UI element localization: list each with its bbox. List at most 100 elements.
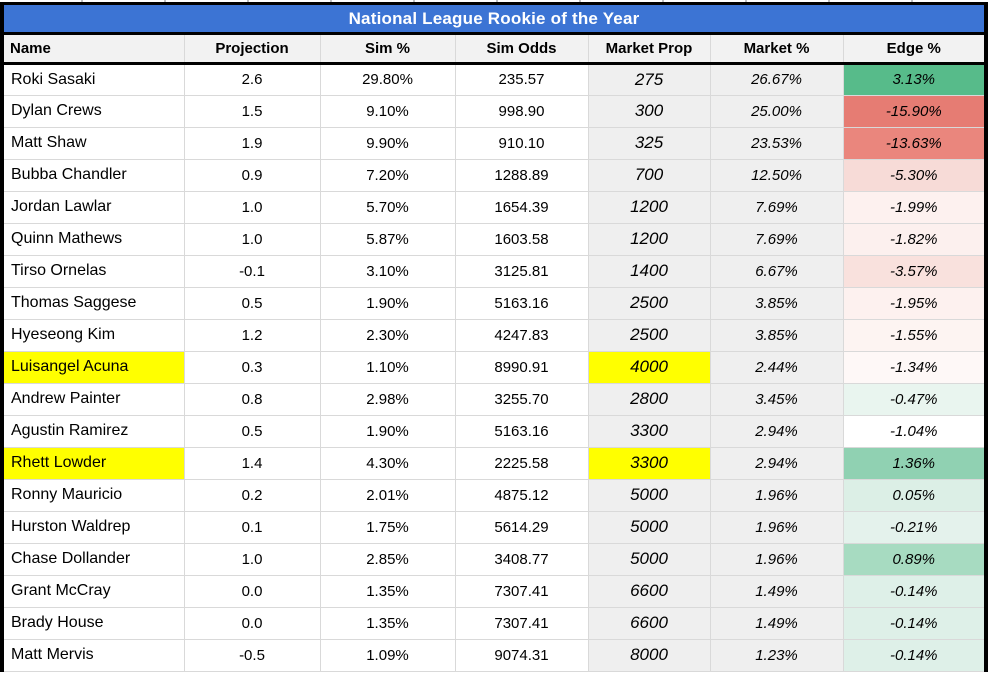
cell-name[interactable]: Andrew Painter [4, 383, 185, 416]
cell-name[interactable]: Matt Mervis [4, 639, 185, 672]
cell-edge-pct[interactable]: -1.04% [843, 415, 984, 448]
cell-sim-pct[interactable]: 3.10% [320, 255, 456, 288]
cell-market-prop[interactable]: 1200 [588, 191, 711, 224]
cell-projection[interactable]: 0.3 [184, 351, 321, 384]
cell-market-pct[interactable]: 3.45% [710, 383, 844, 416]
cell-edge-pct[interactable]: -0.47% [843, 383, 984, 416]
cell-edge-pct[interactable]: -3.57% [843, 255, 984, 288]
cell-market-prop[interactable]: 2800 [588, 383, 711, 416]
cell-sim-pct[interactable]: 1.90% [320, 415, 456, 448]
cell-sim-odds[interactable]: 7307.41 [455, 575, 589, 608]
cell-edge-pct[interactable]: -0.14% [843, 607, 984, 640]
cell-sim-pct[interactable]: 2.98% [320, 383, 456, 416]
cell-name[interactable]: Agustin Ramirez [4, 415, 185, 448]
cell-name[interactable]: Hyeseong Kim [4, 319, 185, 352]
cell-name[interactable]: Grant McCray [4, 575, 185, 608]
cell-projection[interactable]: 0.0 [184, 575, 321, 608]
cell-projection[interactable]: 1.2 [184, 319, 321, 352]
cell-sim-pct[interactable]: 9.10% [320, 95, 456, 128]
cell-sim-pct[interactable]: 2.30% [320, 319, 456, 352]
cell-edge-pct[interactable]: -0.14% [843, 639, 984, 672]
header-edge-pct[interactable]: Edge % [843, 35, 984, 65]
cell-market-pct[interactable]: 12.50% [710, 159, 844, 192]
cell-sim-odds[interactable]: 4875.12 [455, 479, 589, 512]
cell-name[interactable]: Hurston Waldrep [4, 511, 185, 544]
cell-projection[interactable]: 0.1 [184, 511, 321, 544]
cell-market-prop[interactable]: 3300 [588, 447, 711, 480]
cell-edge-pct[interactable]: 0.05% [843, 479, 984, 512]
cell-projection[interactable]: 1.4 [184, 447, 321, 480]
cell-sim-odds[interactable]: 5614.29 [455, 511, 589, 544]
cell-market-pct[interactable]: 1.49% [710, 575, 844, 608]
cell-sim-pct[interactable]: 1.09% [320, 639, 456, 672]
cell-market-pct[interactable]: 1.96% [710, 543, 844, 576]
cell-market-pct[interactable]: 26.67% [710, 63, 844, 96]
cell-market-pct[interactable]: 2.94% [710, 415, 844, 448]
cell-market-pct[interactable]: 7.69% [710, 191, 844, 224]
header-name[interactable]: Name [4, 35, 185, 65]
cell-edge-pct[interactable]: -0.14% [843, 575, 984, 608]
cell-sim-pct[interactable]: 4.30% [320, 447, 456, 480]
cell-name[interactable]: Jordan Lawlar [4, 191, 185, 224]
cell-market-prop[interactable]: 275 [588, 63, 711, 96]
cell-sim-odds[interactable]: 2225.58 [455, 447, 589, 480]
cell-name[interactable]: Matt Shaw [4, 127, 185, 160]
cell-name[interactable]: Bubba Chandler [4, 159, 185, 192]
cell-projection[interactable]: 2.6 [184, 63, 321, 96]
cell-edge-pct[interactable]: -5.30% [843, 159, 984, 192]
cell-name[interactable]: Chase Dollander [4, 543, 185, 576]
cell-sim-odds[interactable]: 4247.83 [455, 319, 589, 352]
cell-sim-pct[interactable]: 5.70% [320, 191, 456, 224]
cell-sim-pct[interactable]: 5.87% [320, 223, 456, 256]
cell-market-prop[interactable]: 8000 [588, 639, 711, 672]
cell-edge-pct[interactable]: -0.21% [843, 511, 984, 544]
cell-sim-odds[interactable]: 7307.41 [455, 607, 589, 640]
cell-edge-pct[interactable]: -1.99% [843, 191, 984, 224]
cell-sim-pct[interactable]: 1.35% [320, 607, 456, 640]
cell-edge-pct[interactable]: -1.34% [843, 351, 984, 384]
cell-projection[interactable]: -0.5 [184, 639, 321, 672]
cell-sim-pct[interactable]: 29.80% [320, 63, 456, 96]
cell-market-pct[interactable]: 2.94% [710, 447, 844, 480]
cell-market-pct[interactable]: 3.85% [710, 287, 844, 320]
cell-sim-odds[interactable]: 910.10 [455, 127, 589, 160]
cell-sim-odds[interactable]: 9074.31 [455, 639, 589, 672]
cell-market-pct[interactable]: 1.23% [710, 639, 844, 672]
cell-edge-pct[interactable]: 1.36% [843, 447, 984, 480]
cell-sim-odds[interactable]: 8990.91 [455, 351, 589, 384]
cell-sim-pct[interactable]: 2.01% [320, 479, 456, 512]
cell-name[interactable]: Roki Sasaki [4, 63, 185, 96]
cell-projection[interactable]: 0.9 [184, 159, 321, 192]
cell-name[interactable]: Quinn Mathews [4, 223, 185, 256]
cell-market-prop[interactable]: 5000 [588, 479, 711, 512]
cell-sim-pct[interactable]: 1.10% [320, 351, 456, 384]
cell-market-pct[interactable]: 1.96% [710, 511, 844, 544]
cell-projection[interactable]: 1.5 [184, 95, 321, 128]
cell-sim-odds[interactable]: 1288.89 [455, 159, 589, 192]
cell-market-prop[interactable]: 5000 [588, 511, 711, 544]
cell-projection[interactable]: -0.1 [184, 255, 321, 288]
cell-sim-pct[interactable]: 7.20% [320, 159, 456, 192]
cell-market-pct[interactable]: 23.53% [710, 127, 844, 160]
cell-market-pct[interactable]: 25.00% [710, 95, 844, 128]
cell-projection[interactable]: 0.2 [184, 479, 321, 512]
cell-market-prop[interactable]: 2500 [588, 287, 711, 320]
cell-sim-odds[interactable]: 3125.81 [455, 255, 589, 288]
cell-sim-odds[interactable]: 235.57 [455, 63, 589, 96]
cell-edge-pct[interactable]: -1.95% [843, 287, 984, 320]
cell-name[interactable]: Dylan Crews [4, 95, 185, 128]
cell-sim-pct[interactable]: 1.90% [320, 287, 456, 320]
cell-projection[interactable]: 1.0 [184, 543, 321, 576]
cell-market-prop[interactable]: 6600 [588, 575, 711, 608]
cell-name[interactable]: Brady House [4, 607, 185, 640]
cell-name[interactable]: Tirso Ornelas [4, 255, 185, 288]
cell-projection[interactable]: 0.0 [184, 607, 321, 640]
header-market-prop[interactable]: Market Prop [588, 35, 711, 65]
cell-market-pct[interactable]: 2.44% [710, 351, 844, 384]
cell-market-prop[interactable]: 3300 [588, 415, 711, 448]
cell-projection[interactable]: 0.5 [184, 415, 321, 448]
table-title-cell[interactable]: National League Rookie of the Year [4, 2, 984, 35]
cell-name[interactable]: Ronny Mauricio [4, 479, 185, 512]
cell-sim-odds[interactable]: 1654.39 [455, 191, 589, 224]
cell-edge-pct[interactable]: -1.55% [843, 319, 984, 352]
